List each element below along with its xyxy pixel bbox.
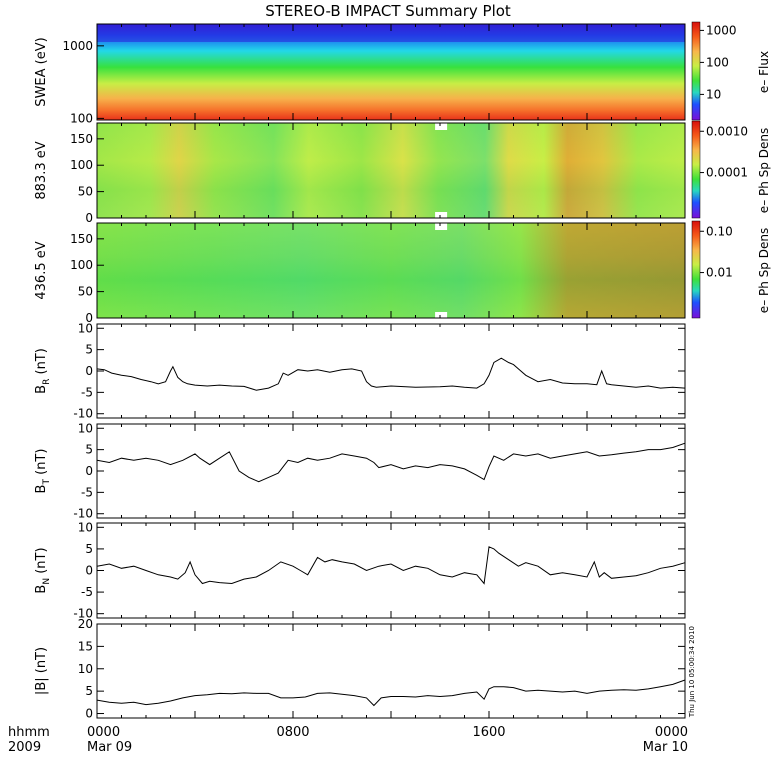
y-tick-label: 10 [78,662,93,676]
y-axis-label: |B| (nT) [34,647,49,695]
colorbar-tick-label: 1000 [706,23,737,37]
y-tick-label: 5 [85,684,93,698]
y-tick-label: 0 [85,211,93,225]
spectrogram-panel: 150 100 50 0 883.3 eV 0.0010 0.0001 e– Ph Sp De… [34,120,771,225]
y-tick-label: 0 [85,311,93,325]
spectrogram-texture [97,123,685,218]
y-tick-label: 150 [70,132,93,146]
y-tick-label: 20 [78,617,93,631]
series-line [96,546,686,585]
year-label: 2009 [8,740,41,755]
x-tick-date-label: Mar 09 [87,740,132,755]
y-tick-label: 5 [85,343,93,357]
time-format-label: hhmm [8,725,50,740]
colorbar [691,120,701,219]
y-tick-label: 0 [85,364,93,378]
y-tick-label: 0 [85,464,93,478]
y-tick-label: 15 [78,639,93,653]
y-axis-label: BT (nT) [34,449,52,494]
y-tick-label: 10 [78,421,93,435]
y-axis-label: BR (nT) [34,348,52,394]
x-tick-date-label: Mar 10 [643,740,688,755]
y-tick-label: -10 [73,507,93,521]
panel-frame [96,423,686,519]
y-tick-label: 1000 [62,39,93,53]
y-axis-label: 436.5 eV [34,241,49,299]
colorbar-tick-label: 0.0010 [706,124,748,138]
x-tick-label: 0800 [276,725,309,740]
y-tick-label: 100 [70,111,93,125]
colorbar [691,21,701,121]
line-panel: -10 -5 0 5 10 BR (nT) [34,321,686,421]
y-tick-label: 50 [78,285,93,299]
line-panel: -10 -5 0 5 10 BN (nT) [34,520,686,621]
y-tick-label: -10 [73,407,93,421]
y-tick-label: 150 [70,232,93,246]
colorbar-label: e– Ph Sp Dens [757,128,771,213]
y-tick-label: -5 [81,385,93,399]
y-axis-label: 883.3 eV [34,141,49,199]
y-tick-label: 50 [78,185,93,199]
spectrogram-texture [97,24,685,42]
x-tick-label: 0000 [87,725,120,740]
line-panel: -10 -5 0 5 10 BT (nT) [34,421,686,521]
colorbar-tick-label: 0.01 [706,266,733,280]
y-axis-label: SWEA (eV) [34,37,49,106]
colorbar-tick-label: 0.0001 [706,166,748,180]
data-gap [435,223,448,230]
data-gap [435,312,448,318]
data-gap [435,212,448,218]
panel-frame [96,623,686,719]
colorbar-tick-label: 0.10 [706,224,733,238]
y-tick-label: 0 [85,707,93,721]
x-tick-label: 1600 [472,725,505,740]
y-tick-label: -10 [73,607,93,621]
y-tick-label: 10 [78,321,93,335]
y-tick-label: -5 [81,485,93,499]
series-line [96,357,686,391]
colorbar-label: e– Flux [757,51,771,93]
y-axis-label: BN (nT) [34,547,52,593]
y-tick-label: 5 [85,443,93,457]
y-tick-label: -5 [81,585,93,599]
x-tick-label: 0000 [655,725,688,740]
spectrogram-panel: 1000 100 SWEA (eV) 1000 100 10 e– Flux [34,21,771,125]
y-tick-label: 100 [70,158,93,172]
spectrogram-panel: 150 100 50 0 436.5 eV 0.10 0.01 e– Ph Sp Dens [34,220,771,325]
y-tick-label: 10 [78,520,93,534]
data-gap [435,123,448,130]
y-tick-label: 0 [85,564,93,578]
spectrogram-texture [97,223,685,318]
y-tick-label: 5 [85,542,93,556]
line-panel: 0 5 10 15 20 |B| (nT) [34,617,686,721]
colorbar-tick-label: 100 [706,55,729,69]
colorbar-tick-label: 10 [706,87,721,101]
plot-title: STEREO-B IMPACT Summary Plot [265,2,511,20]
colorbar-label: e– Ph Sp Dens [757,228,771,313]
y-tick-label: 100 [70,258,93,272]
generation-timestamp: Thu Jun 10 05:00:34 2010 [688,626,696,718]
panel-frame [96,323,686,419]
series-line [96,679,686,707]
colorbar [691,220,701,319]
series-line [96,442,686,483]
